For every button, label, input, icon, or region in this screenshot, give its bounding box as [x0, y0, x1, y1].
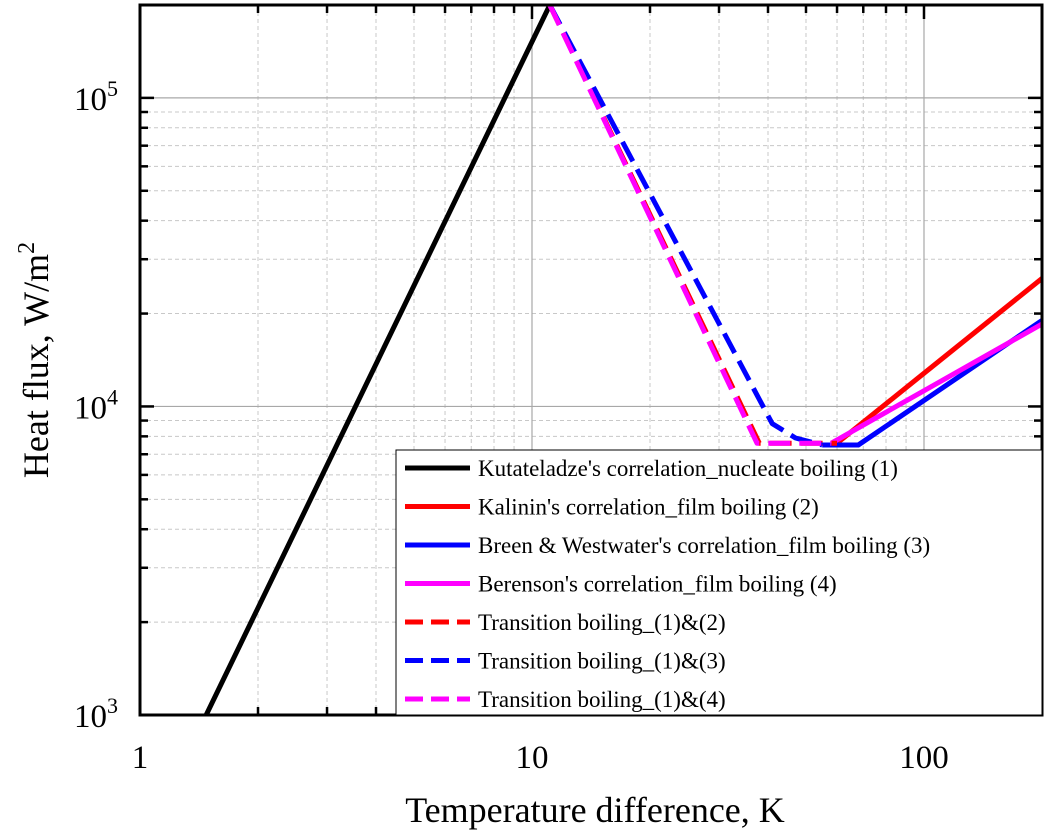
x-tick-label: 1 [132, 740, 149, 776]
y-axis-title-superscript: 2 [14, 242, 40, 254]
y-tick-label-exponent: 4 [107, 384, 118, 409]
y-tick-label: 104 [74, 384, 118, 426]
series-line-7 [547, 5, 832, 446]
y-tick-label-base: 10 [74, 699, 107, 735]
y-tick-label-base: 10 [74, 82, 107, 118]
legend-label-6: Transition boiling_(1)&(3) [478, 649, 726, 674]
y-tick-label: 103 [74, 693, 118, 735]
series-line-1 [203, 5, 553, 715]
y-tick-label-exponent: 5 [107, 76, 118, 101]
legend-label-5: Transition boiling_(1)&(2) [478, 610, 726, 635]
y-tick-label: 105 [74, 76, 118, 118]
series-line-2 [835, 276, 1042, 446]
y-axis-title: Heat flux, W/m2 [14, 242, 56, 478]
legend-label-1: Kutateladze's correlation_nucleate boili… [478, 456, 898, 481]
legend-label-3: Breen & Westwater's correlation_film boi… [478, 533, 930, 558]
legend: Kutateladze's correlation_nucleate boili… [395, 449, 1043, 716]
x-axis-title: Temperature difference, K [405, 790, 785, 830]
y-axis-title-text: Heat flux, W/m [16, 254, 56, 478]
legend-box [395, 449, 1043, 716]
x-tick-label: 10 [515, 740, 548, 776]
legend-label-2: Kalinin's correlation_film boiling (2) [478, 495, 819, 520]
y-tick-label-base: 10 [74, 390, 107, 426]
y-tick-label-exponent: 3 [107, 693, 118, 718]
series-line-4 [830, 321, 1042, 446]
x-tick-label: 100 [899, 740, 949, 776]
legend-label-7: Transition boiling_(1)&(4) [478, 687, 726, 712]
legend-label-4: Berenson's correlation_film boiling (4) [478, 572, 837, 597]
x-tick-labels: 1 10 100 [132, 740, 949, 776]
series-layer [203, 5, 1042, 715]
